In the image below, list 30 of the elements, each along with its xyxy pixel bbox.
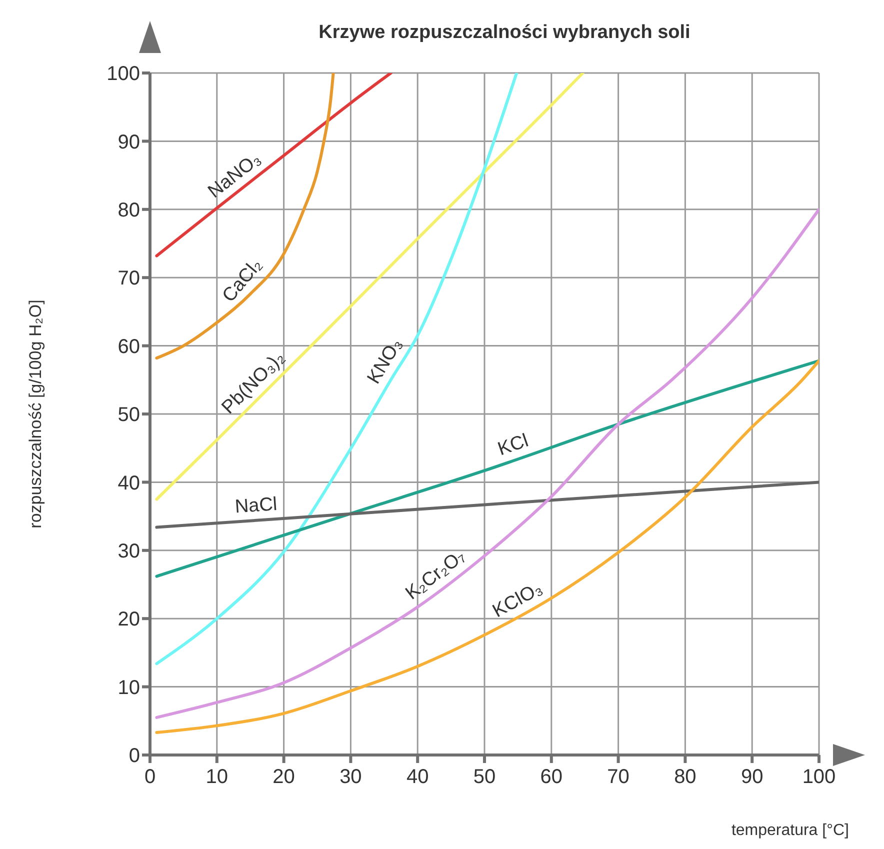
y-axis-title: rozpuszczalność [g/100g H₂O] <box>26 300 46 528</box>
chart-title: Krzywe rozpuszczalności wybranych soli <box>318 22 692 44</box>
y-tick-label: 40 <box>118 472 140 494</box>
y-tick-label: 20 <box>118 608 140 631</box>
y-tick-label: 100 <box>106 63 140 86</box>
x-tick-label: 80 <box>674 766 696 788</box>
y-tick-label: 70 <box>118 268 140 290</box>
series-label: NaCl <box>234 494 278 518</box>
text: KClO₃ <box>489 578 546 622</box>
x-tick-label: 40 <box>406 766 429 788</box>
x-axis-title: temperatura [°C] <box>731 822 849 839</box>
x-tick-label: 30 <box>340 766 362 788</box>
x-tick-label: 50 <box>473 766 496 788</box>
x-tick-label: 70 <box>607 766 630 788</box>
y-tick-label: 10 <box>118 676 140 699</box>
y-tick-label: 60 <box>118 336 140 358</box>
x-tick-label: 20 <box>272 766 295 788</box>
x-tick-label: 60 <box>540 766 563 788</box>
y-tick-label: 30 <box>118 540 140 562</box>
x-tick-label: 90 <box>740 766 764 788</box>
x-tick-label: 100 <box>802 766 836 788</box>
text: KCl <box>495 430 532 460</box>
y-tick-label: 80 <box>118 200 140 222</box>
x-tick-label: 10 <box>206 766 228 788</box>
y-tick-label: 90 <box>118 131 140 154</box>
y-tick-label: 0 <box>128 745 140 768</box>
y-tick-label: 50 <box>118 404 140 426</box>
line-series <box>155 208 819 719</box>
x-tick-label: 0 <box>144 766 156 788</box>
line-series <box>155 73 392 258</box>
